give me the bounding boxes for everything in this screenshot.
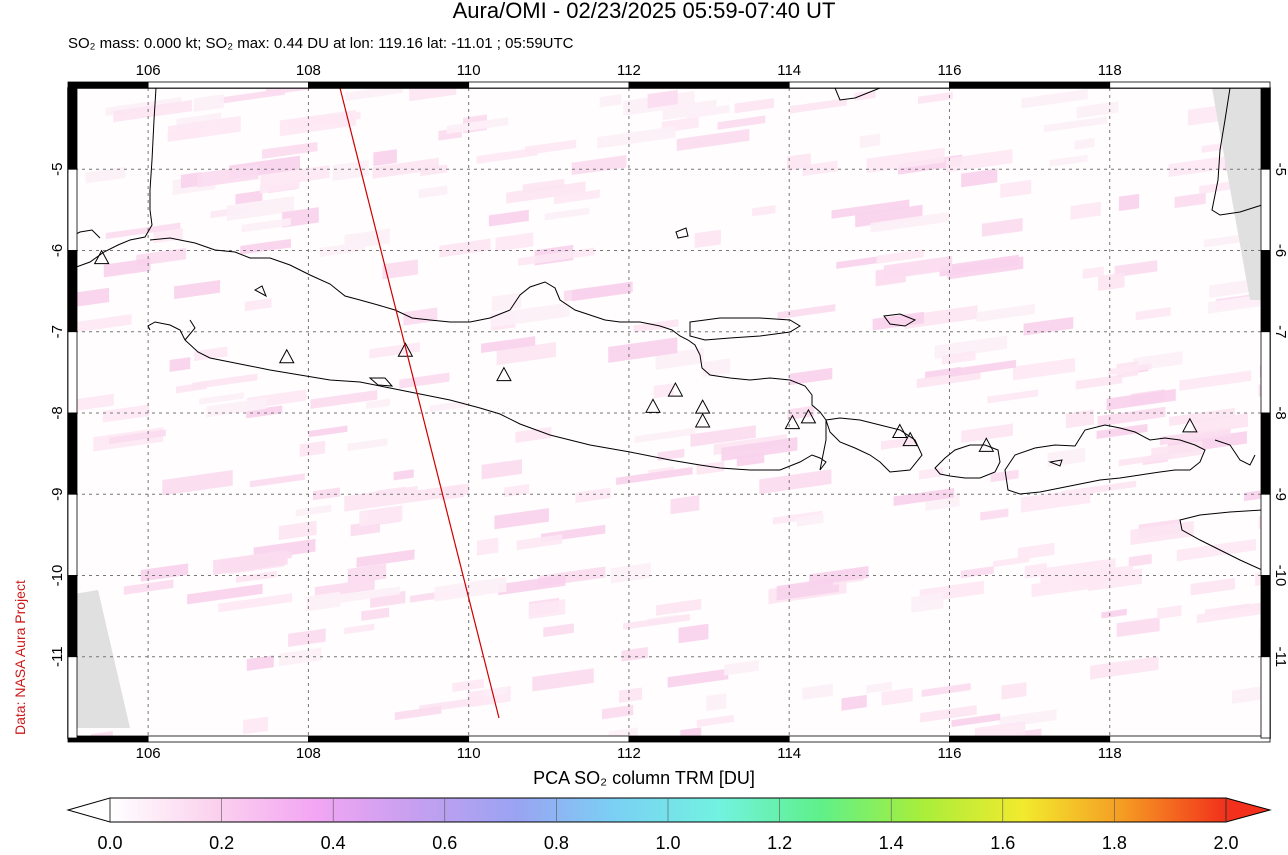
colorbar-tick-label: 1.4 (878, 833, 904, 853)
lon-tick-label: 106 (136, 62, 161, 79)
lon-tick-label: 108 (296, 62, 321, 79)
colorbar-tick-label: 1.8 (1101, 833, 1127, 853)
lat-tick-label: -9 (49, 488, 66, 501)
colorbar-tick-marks (109, 798, 1227, 822)
lat-tick-label: -5 (1272, 163, 1288, 176)
lon-tick-labels-top: 106 108 110 112 114 116 118 (136, 62, 1122, 79)
colorbar-tick-label: 0.4 (320, 833, 346, 853)
volcano-triangle-icon (694, 412, 711, 428)
volcano-triangle-icon (496, 366, 512, 382)
lon-tick-label: 114 (777, 62, 801, 79)
so2-map: 106 108 110 112 114 116 118 106 108 110 112 114 116… (49, 62, 1288, 760)
colorbar-tick-label: 0.8 (543, 833, 569, 853)
map-axis-frame (67, 81, 1271, 743)
volcano-triangle-icon (800, 408, 817, 424)
lat-tick-label: -6 (1272, 244, 1288, 257)
lon-tick-label: 112 (617, 62, 641, 79)
colorbar-tick-label: 0.2 (209, 833, 235, 853)
lat-tick-label: -8 (49, 406, 66, 419)
colorbar-tick-label: 2.0 (1213, 833, 1239, 853)
lat-tick-label: -7 (49, 325, 66, 338)
lon-tick-label: 118 (1098, 745, 1122, 760)
lat-tick-label: -11 (49, 646, 66, 667)
swath-edge-line (339, 87, 500, 719)
volcano-triangle-icon (902, 431, 919, 447)
colorbar-tick-label: 1.0 (655, 833, 681, 853)
colorbar-under-arrow (66, 797, 111, 823)
no-data-region-southwest (68, 590, 130, 728)
lat-tick-label: -10 (1272, 565, 1288, 587)
volcano-triangle-icon (645, 398, 661, 413)
lat-tick-labels-left: -5 -6 -7 -8 -9 -10 -11 (49, 163, 66, 667)
lat-tick-label: -10 (49, 565, 66, 587)
lat-tick-labels-right: -5 -6 -7 -8 -9 -10 -11 (1272, 163, 1288, 667)
lat-tick-label: -8 (1272, 406, 1288, 419)
lat-tick-label: -6 (49, 244, 66, 257)
colorbar-title: PCA SO₂ column TRM [DU] (533, 768, 755, 788)
lat-tick-label: -9 (1272, 488, 1288, 501)
colorbar-over-arrow (1225, 797, 1272, 823)
so2-pixel-layer (70, 88, 1270, 738)
colorbar-tick-label: 0.6 (432, 833, 458, 853)
lon-tick-label: 112 (617, 745, 641, 760)
coastlines (68, 88, 1263, 571)
volcano-triangle-icon (1182, 417, 1198, 433)
lon-tick-label: 110 (457, 745, 481, 760)
colorbar (66, 797, 1272, 823)
lat-tick-label: -7 (1272, 325, 1288, 338)
volcano-triangle-icon (978, 437, 995, 452)
volcano-triangle-icon (667, 382, 684, 397)
lon-tick-label: 116 (938, 62, 962, 79)
colorbar-tick-label: 1.6 (990, 833, 1016, 853)
colorbar-tick-label: 1.2 (767, 833, 793, 853)
lon-tick-label: 118 (1098, 62, 1122, 79)
colorbar-tick-label: 0.0 (97, 833, 123, 853)
lon-tick-label: 108 (296, 745, 321, 760)
so2-summary-text: SO₂ mass: 0.000 kt; SO₂ max: 0.44 DU at … (68, 35, 574, 52)
lon-tick-label: 110 (457, 62, 481, 79)
volcano-triangle-icon (397, 342, 414, 357)
page-title: Aura/OMI - 02/23/2025 05:59-07:40 UT (452, 0, 836, 23)
lon-tick-label: 116 (938, 745, 962, 760)
map-grid (68, 88, 1270, 738)
lon-tick-label: 106 (136, 745, 161, 760)
volcano-triangle-icon (891, 423, 908, 438)
lat-tick-label: -11 (1272, 646, 1288, 667)
lat-tick-label: -5 (49, 163, 66, 176)
no-data-region-east (1212, 88, 1262, 300)
volcano-markers (93, 249, 1198, 452)
lon-tick-label: 114 (777, 745, 801, 760)
volcano-triangle-icon (93, 249, 110, 265)
volcano-triangle-icon (278, 348, 295, 364)
volcano-triangle-icon (784, 414, 801, 430)
lon-tick-labels-bottom: 106 108 110 112 114 116 118 (136, 745, 1122, 760)
